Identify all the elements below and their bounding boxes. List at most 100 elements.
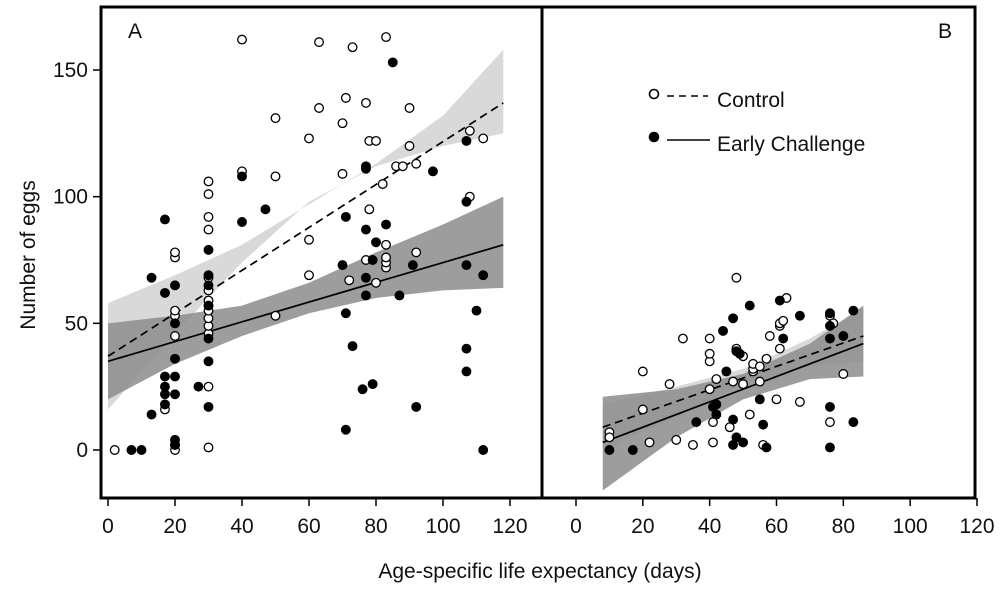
panel-b-control-point	[704, 333, 715, 344]
panel-b-challenge-point	[711, 409, 722, 420]
panel-a-control-point	[404, 103, 415, 113]
panel-a-challenge-point	[136, 445, 147, 455]
panel-b-challenge-point	[734, 348, 745, 359]
panel-b-challenge-point	[825, 333, 835, 344]
panel-b-x-tick-label: 40	[698, 515, 721, 538]
panel-a-control-point	[397, 161, 408, 172]
panel-b-challenge-point	[825, 320, 835, 331]
panel-a-challenge-point	[461, 196, 472, 207]
panel-b-control-point	[764, 331, 775, 341]
panel-a-challenge-point	[340, 424, 351, 435]
panel-b-challenge-point	[627, 445, 638, 455]
panel-a-control-point	[361, 97, 371, 108]
panel-a-control-point	[203, 189, 214, 200]
panel-a-control-point	[371, 277, 381, 288]
panel-a-challenge-point	[170, 318, 180, 329]
panel-a-control-point	[203, 211, 214, 222]
panel-b-frame	[540, 5, 977, 500]
panel-b-challenge-point	[728, 414, 739, 425]
panel-a-control-point	[170, 331, 180, 341]
panel-a-control-point	[478, 133, 489, 144]
panel-a-control-point	[170, 247, 180, 258]
panel-a-control-point	[203, 381, 214, 392]
panel-b-challenge-point	[731, 432, 742, 443]
panel-a-control-point	[304, 133, 314, 144]
panel-a-control-point	[371, 135, 381, 146]
panel-a-y-tick-label: 0	[76, 439, 88, 462]
panel-b-control-point	[754, 376, 765, 387]
panel-a-control-point	[270, 310, 281, 321]
panel-b-control-point	[778, 315, 789, 326]
panel-a-control-point	[270, 171, 281, 182]
panel-a-challenge-point	[361, 224, 371, 235]
panel-b-challenge-point	[721, 366, 732, 377]
panel-b-control-point	[731, 272, 742, 283]
panel-a-challenge-point	[407, 260, 418, 271]
panel-a-control-point	[109, 445, 120, 455]
panel-b-control-point	[637, 404, 648, 415]
panel-a-challenge-point	[159, 287, 170, 298]
panel-a-control-point	[314, 103, 325, 113]
panel-a-x-tick-label: 20	[163, 515, 186, 538]
panel-a-control-point	[270, 113, 281, 124]
panel-b-control-point	[838, 369, 849, 379]
panel-b-challenge-point	[848, 417, 859, 428]
panel-a-challenge-point	[203, 300, 214, 311]
panel-a-control-point	[337, 168, 348, 179]
panel-b-challenge-point	[825, 442, 835, 453]
panel-a-control-point	[381, 32, 392, 43]
panel-b-challenge-point	[718, 325, 728, 336]
panel-a-control-point	[340, 92, 351, 103]
panel-a-challenge-point	[203, 244, 214, 255]
panel-b-control-point	[704, 348, 715, 359]
panel-a-challenge-point	[371, 237, 381, 248]
panel-a-challenge-point	[146, 272, 157, 283]
panel-b-control-point	[738, 379, 749, 390]
x-axis-title: Age-specific life expectancy (days)	[378, 560, 701, 583]
panel-a-control-point	[203, 176, 214, 187]
panel-a-challenge-point	[203, 333, 214, 344]
legend-control-label: Control	[717, 89, 785, 112]
panel-b-control-point	[728, 376, 739, 387]
panel-b-x-tick-label: 120	[959, 515, 994, 538]
panel-a-control-point	[344, 275, 355, 286]
panel-b-challenge-point	[774, 295, 785, 306]
panel-b-control-point	[754, 361, 765, 372]
panel-a-challenge-point	[471, 305, 482, 316]
panel-a-control-point	[404, 141, 415, 151]
panel-a-control-point	[464, 125, 475, 136]
panel-a-control-point	[304, 234, 314, 245]
panel-b-challenge-point	[728, 313, 739, 324]
panel-b-challenge-point	[691, 417, 702, 428]
panel-b-control-point	[711, 374, 722, 385]
panel-b-control-point	[771, 394, 782, 405]
panel-a-control-point	[411, 158, 422, 169]
panel-a-challenge-point	[411, 401, 422, 412]
legend-challenge-label: Early Challenge	[717, 133, 865, 156]
panel-b-x-tick-label: 60	[765, 515, 788, 538]
panel-b-control-point	[761, 353, 772, 364]
panel-a-challenge-point	[260, 204, 271, 215]
panel-a-challenge-point	[347, 341, 358, 352]
panel-b-label: B	[938, 20, 952, 43]
panel-a-control-point	[203, 442, 214, 453]
panel-b-x-tick-label: 20	[631, 515, 654, 538]
panel-b-plot-area	[602, 272, 864, 491]
panel-a-challenge-point	[394, 290, 405, 301]
panel-a-challenge-point	[461, 135, 472, 146]
panel-b-challenge-point	[825, 308, 835, 319]
panel-a-challenge-point	[203, 280, 214, 291]
panel-b-control-point	[664, 379, 675, 390]
panel-a-challenge-point	[428, 166, 438, 177]
panel-b-challenge-point	[838, 331, 849, 341]
panel-a-challenge-point	[170, 371, 180, 382]
legend-control-marker	[648, 88, 660, 100]
panel-a-x-tick-label: 80	[364, 515, 387, 538]
panel-b-challenge-point	[738, 437, 749, 448]
panel-a-control-point	[381, 239, 392, 250]
legend-challenge-marker	[648, 131, 660, 143]
panel-b-challenge-point	[754, 394, 765, 405]
panel-a-challenge-point	[203, 401, 214, 412]
panel-b: B 0 20 40 60 80 100 120	[540, 5, 995, 538]
